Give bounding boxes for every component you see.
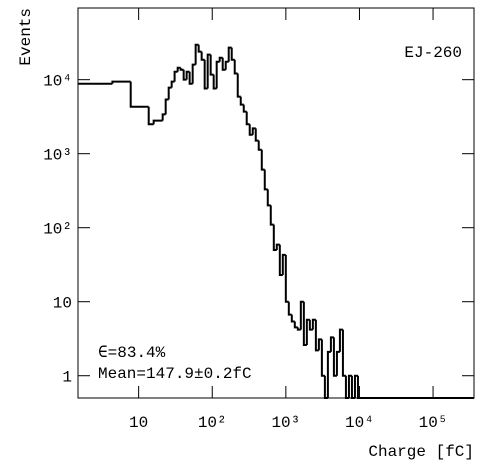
histogram-bin xyxy=(257,140,262,151)
histogram-bin xyxy=(224,60,229,70)
histogram-bin xyxy=(170,80,175,88)
y-tick-label: 10⁴ xyxy=(43,73,72,91)
histogram-bin xyxy=(212,74,217,90)
histogram-bin xyxy=(248,124,253,136)
histogram-bin xyxy=(305,318,310,346)
histogram-bin xyxy=(353,374,358,398)
histogram-bin xyxy=(290,314,295,323)
x-tick-label: 10 xyxy=(129,414,148,432)
y-tick-label: 10² xyxy=(43,221,72,239)
histogram-bin xyxy=(161,113,166,121)
histogram-bin xyxy=(191,63,196,84)
histogram-bin xyxy=(275,243,280,250)
y-tick-label: 10³ xyxy=(43,147,72,165)
histogram-bin xyxy=(245,111,250,126)
histogram-bin xyxy=(320,339,325,377)
y-tick-label: 1 xyxy=(62,369,72,387)
histogram-bin xyxy=(356,375,361,399)
histogram-bin xyxy=(308,319,313,331)
histogram-bin xyxy=(188,71,193,85)
histogram-bin xyxy=(350,375,355,399)
histogram-bin xyxy=(311,318,316,330)
histogram-bin xyxy=(269,205,274,226)
histogram-bin xyxy=(326,350,331,398)
histogram-bin xyxy=(215,60,220,89)
plot-frame xyxy=(77,7,475,399)
annotation: Mean=147.9±0.2fC xyxy=(98,365,252,383)
histogram-bin xyxy=(281,253,286,275)
x-tick-label: 10³ xyxy=(271,414,300,432)
histogram-bin xyxy=(164,98,169,115)
histogram-bin xyxy=(236,73,241,98)
histogram-bin xyxy=(129,81,149,108)
x-tick-label: 10⁴ xyxy=(345,414,374,432)
histogram-bin xyxy=(200,51,205,61)
annotation: EJ-260 xyxy=(404,44,462,62)
histogram-bin xyxy=(209,54,214,76)
histogram-bin xyxy=(272,224,277,251)
histogram-bin xyxy=(260,149,265,171)
histogram-bin xyxy=(341,329,346,377)
histogram-bin xyxy=(302,301,307,347)
histogram-bin xyxy=(329,336,334,352)
histogram-bin xyxy=(344,375,349,399)
annotation: ∈=83.4% xyxy=(98,344,166,362)
histogram-bin xyxy=(296,327,301,331)
histogram-bin xyxy=(239,96,244,106)
histogram-bin xyxy=(266,189,271,207)
histogram-bin xyxy=(338,328,343,352)
histogram-bin xyxy=(242,104,247,113)
histogram-bin xyxy=(299,300,304,330)
histogram-bin xyxy=(203,59,208,90)
histogram-bin xyxy=(197,44,202,53)
histogram-bin xyxy=(179,67,184,71)
y-axis-label: Events xyxy=(17,8,35,66)
histogram-bin xyxy=(314,319,319,352)
histogram-bin xyxy=(335,350,340,376)
histogram-bin xyxy=(293,321,298,329)
histogram-bin xyxy=(347,374,352,398)
histogram-bin xyxy=(167,86,172,100)
histogram-bin xyxy=(254,128,259,142)
histogram-bin xyxy=(230,47,235,61)
histogram-bin xyxy=(323,375,328,399)
histogram-bin xyxy=(111,80,131,84)
histogram-bin xyxy=(251,127,256,135)
histogram-bin xyxy=(152,119,163,125)
x-tick-label: 10⁵ xyxy=(419,414,448,432)
histogram-bin xyxy=(221,57,226,71)
histogram-bin xyxy=(147,106,154,126)
y-tick-label: 10 xyxy=(53,295,72,313)
x-axis-label: Charge [fC] xyxy=(368,443,474,461)
histogram-bin xyxy=(194,43,199,65)
histogram-bin xyxy=(227,46,232,62)
histogram-bin xyxy=(263,169,268,191)
x-tick-label: 10² xyxy=(198,414,227,432)
histogram-bin xyxy=(287,301,292,316)
histogram-bin xyxy=(233,59,238,75)
histogram-bin xyxy=(317,338,322,351)
histogram-bin xyxy=(284,254,289,303)
histogram-bin xyxy=(332,337,337,377)
histogram-bin xyxy=(173,70,178,82)
